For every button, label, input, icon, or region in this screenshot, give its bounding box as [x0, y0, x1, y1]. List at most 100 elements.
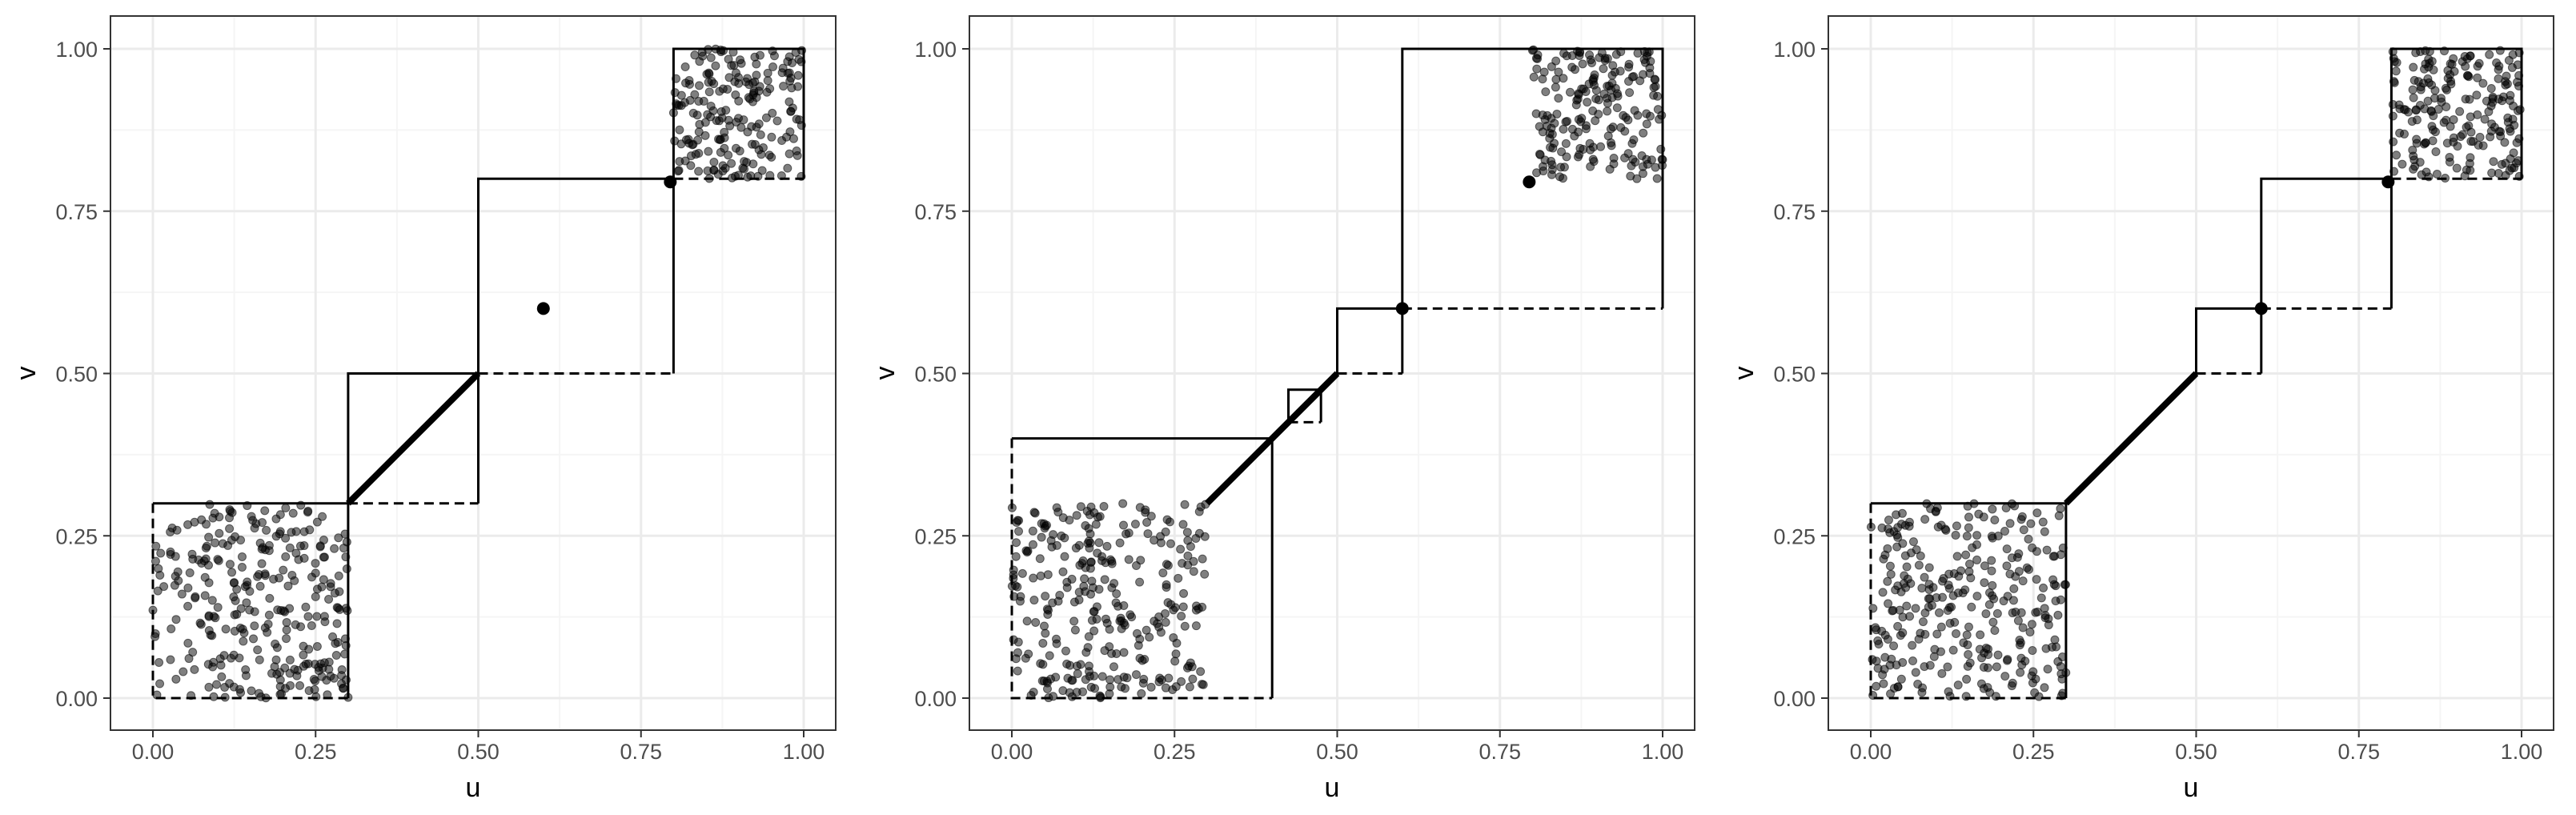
solid-boundary — [2260, 177, 2393, 309]
scatter-point — [1551, 56, 1561, 66]
scatter-point — [204, 682, 214, 692]
scatter-point — [1577, 114, 1587, 123]
scatter-point — [2473, 73, 2482, 82]
scatter-point — [167, 624, 176, 634]
scatter-point — [788, 134, 798, 143]
scatter-point — [1141, 508, 1150, 517]
y-tick-label: 1.00 — [914, 38, 957, 62]
scatter-point — [1162, 580, 1171, 589]
scatter-point — [2019, 525, 2028, 535]
scatter-point — [1638, 169, 1647, 179]
scatter-point — [725, 121, 735, 130]
scatter-point — [2472, 90, 2482, 100]
scatter-point — [271, 655, 281, 664]
scatter-point — [716, 46, 725, 55]
scatter-point — [243, 577, 252, 587]
scatter-point — [1013, 666, 1022, 676]
scatter-point — [1934, 608, 1944, 617]
scatter-point — [324, 594, 334, 604]
scatter-point — [720, 143, 729, 153]
scatter-point — [2391, 66, 2401, 76]
scatter-point — [304, 686, 314, 696]
x-tick-label: 1.00 — [783, 740, 825, 764]
scatter-point — [2505, 166, 2514, 175]
scatter-point — [303, 612, 313, 621]
scatter-point — [275, 529, 284, 539]
scatter-point — [2465, 159, 2474, 168]
scatter-point — [1981, 609, 1991, 619]
scatter-point — [311, 676, 320, 686]
scatter-point — [743, 172, 752, 182]
scatter-point — [1100, 575, 1109, 584]
scatter-point — [695, 119, 704, 129]
scatter-point — [1042, 684, 1052, 693]
scatter-point — [331, 651, 341, 660]
y-tick-label: 0.50 — [55, 363, 98, 387]
x-tick-label: 0.50 — [457, 740, 500, 764]
scatter-point — [1188, 674, 1198, 684]
scatter-point — [1963, 661, 1972, 671]
scatter-point — [1944, 584, 1954, 593]
scatter-point — [2051, 596, 2060, 606]
scatter-point — [1896, 631, 1905, 640]
scatter-point — [1983, 663, 1992, 672]
scatter-point — [712, 116, 721, 126]
scatter-point — [690, 90, 700, 99]
scatter-point — [1950, 617, 1960, 627]
scatter-point — [1040, 621, 1049, 631]
scatter-point — [1911, 668, 1920, 677]
scatter-point — [1877, 626, 1887, 636]
scatter-point — [188, 648, 198, 657]
scatter-point — [1170, 656, 1180, 666]
scatter-point — [784, 149, 794, 159]
scatter-point — [1596, 142, 1606, 151]
scatter-point — [301, 602, 311, 612]
scatter-point — [1952, 521, 1961, 531]
scatter-point — [1069, 616, 1079, 626]
scatter-point — [2478, 141, 2488, 151]
scatter-point — [1194, 528, 1204, 538]
scatter-point — [1924, 563, 1934, 572]
scatter-point — [1990, 626, 2000, 636]
scatter-point — [1107, 556, 1117, 566]
scatter-point — [285, 668, 295, 678]
scatter-point — [736, 122, 746, 132]
scatter-point — [2429, 65, 2438, 74]
marker-point — [536, 302, 550, 315]
scatter-point — [2447, 59, 2457, 69]
scatter-point — [330, 588, 339, 598]
scatter-point — [307, 621, 316, 631]
scatter-point — [2501, 80, 2510, 90]
scatter-point — [1964, 512, 1973, 522]
scatter-point — [2462, 122, 2471, 132]
scatter-point — [1074, 595, 1084, 604]
x-tick-label: 0.00 — [132, 740, 175, 764]
scatter-point — [253, 572, 263, 581]
scatter-point — [199, 556, 209, 566]
scatter-point — [1161, 527, 1170, 536]
scatter-point — [1608, 61, 1618, 70]
scatter-point — [1591, 86, 1601, 95]
scatter-point — [695, 57, 704, 66]
scatter-point — [786, 73, 796, 82]
scatter-point — [2000, 527, 2009, 536]
solid-boundary — [1336, 307, 1404, 374]
scatter-point — [212, 680, 222, 689]
x-axis-title: u — [1325, 773, 1340, 803]
scatter-point — [693, 135, 703, 145]
scatter-point — [745, 94, 755, 104]
scatter-point — [704, 87, 714, 97]
scatter-point — [1559, 74, 1568, 83]
scatter-point — [2016, 608, 2026, 617]
scatter-point — [1130, 520, 1140, 529]
scatter-point — [1606, 124, 1615, 134]
scatter-point — [695, 81, 704, 90]
scatter-point — [748, 159, 758, 169]
diagonal-segment — [1205, 371, 1340, 506]
scatter-point — [299, 527, 309, 536]
scatter-point — [723, 84, 732, 94]
scatter-point — [1134, 640, 1143, 650]
scatter-point — [2040, 527, 2049, 536]
scatter-point — [1963, 640, 1972, 649]
scatter-point — [777, 68, 787, 78]
